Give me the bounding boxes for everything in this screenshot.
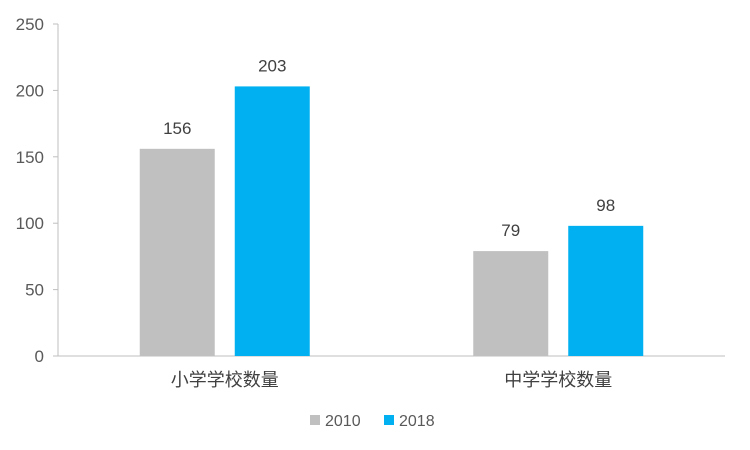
legend-label: 2010	[325, 413, 361, 430]
data-label: 156	[163, 119, 191, 138]
data-label: 98	[596, 196, 615, 215]
x-tick-label: 中学学校数量	[504, 370, 612, 390]
bar-2010-1	[473, 251, 549, 356]
y-axis: 0 50 100 150 200 250	[16, 15, 59, 366]
y-tick-label: 250	[16, 15, 44, 34]
legend-item-2018: 2018	[384, 413, 435, 430]
y-tick-label: 100	[16, 214, 44, 233]
bar-2018-0	[234, 86, 310, 356]
bar-2018-1	[568, 225, 644, 356]
legend-label: 2018	[399, 413, 435, 430]
y-tick-label: 150	[16, 148, 44, 167]
legend-swatch	[384, 415, 394, 425]
x-tick-label: 小学学校数量	[171, 370, 279, 390]
data-label: 203	[258, 56, 286, 75]
legend: 2010 2018	[310, 413, 435, 430]
data-label: 79	[501, 221, 520, 240]
bars	[139, 86, 644, 356]
x-axis: 小学学校数量 中学学校数量	[58, 355, 725, 390]
y-tick-label: 50	[25, 281, 44, 300]
bar-2010-0	[139, 148, 215, 356]
legend-swatch	[310, 415, 320, 425]
y-tick-label: 0	[35, 347, 44, 366]
y-tick-label: 200	[16, 81, 44, 100]
legend-item-2010: 2010	[310, 413, 361, 430]
data-labels: 156 203 79 98	[163, 56, 615, 240]
